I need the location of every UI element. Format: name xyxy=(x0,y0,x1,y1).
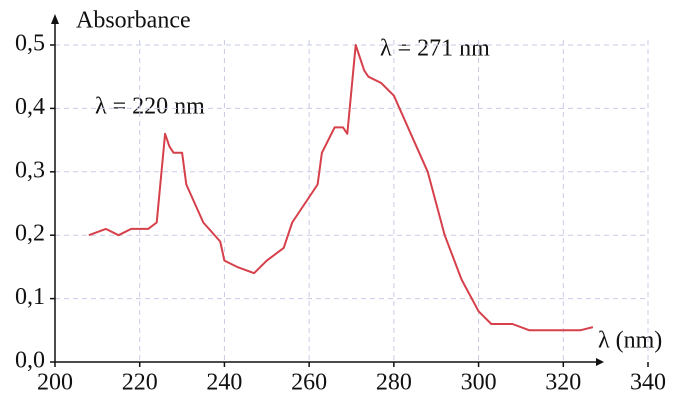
y-tick-label: 0,3 xyxy=(15,157,45,183)
y-tick-label: 0,4 xyxy=(15,94,45,120)
y-tick-label: 0,2 xyxy=(15,221,45,247)
y-axis-arrow xyxy=(51,14,59,24)
annotation: λ = 271 nm xyxy=(380,36,490,62)
x-tick-label: 260 xyxy=(291,370,327,396)
x-tick-label: 220 xyxy=(122,370,158,396)
x-tick-label: 320 xyxy=(545,370,581,396)
y-axis-label: Absorbance xyxy=(76,8,191,34)
spectrum-line xyxy=(88,44,594,332)
x-tick-label: 340 xyxy=(630,370,666,396)
y-tick-label: 0,1 xyxy=(15,284,45,310)
x-tick-label: 300 xyxy=(461,370,497,396)
y-tick-label: 0,5 xyxy=(15,31,45,57)
x-tick-label: 240 xyxy=(206,370,242,396)
x-axis-label: λ (nm) xyxy=(598,328,662,354)
x-axis-arrow xyxy=(596,358,604,366)
x-tick-label: 200 xyxy=(37,370,73,396)
annotation: λ = 220 nm xyxy=(95,94,205,120)
x-tick-label: 280 xyxy=(376,370,412,396)
y-tick-label: 0,0 xyxy=(15,348,45,374)
